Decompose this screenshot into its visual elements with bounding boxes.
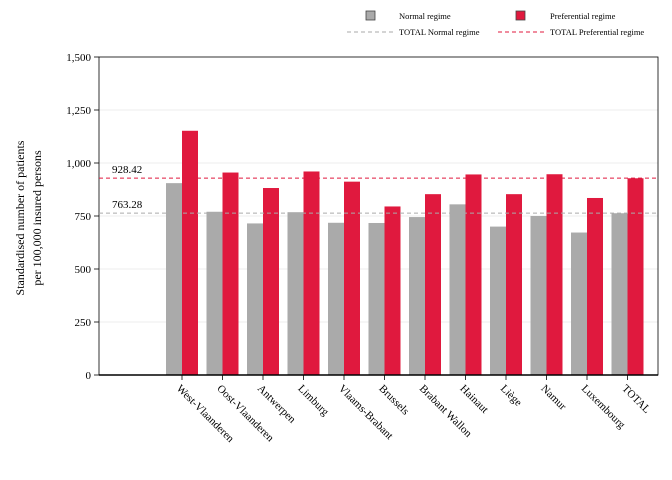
bar-preferential — [222, 172, 239, 375]
bar-normal — [530, 216, 547, 375]
x-tick-label: Limburg — [295, 383, 331, 419]
bar-normal — [247, 223, 263, 375]
bar-preferential — [587, 197, 603, 375]
bar-normal — [287, 212, 304, 375]
bar-normal — [206, 211, 223, 375]
legend-label-total-normal: TOTAL Normal regime — [399, 27, 480, 37]
x-tick-label: Brussels — [376, 383, 411, 418]
x-tick-label: TOTAL — [619, 383, 652, 416]
legend-label-total-preferential: TOTAL Preferential regime — [550, 27, 644, 37]
y-tick-label: 750 — [75, 211, 92, 223]
legend-label-preferential: Preferential regime — [550, 11, 616, 21]
bar-normal — [409, 217, 425, 375]
x-tick-label: Hainaut — [457, 383, 490, 416]
bar-normal — [611, 213, 628, 375]
bar-normal — [166, 183, 182, 375]
x-tick-label: Namur — [538, 383, 568, 413]
y-tick-label: 1,000 — [66, 158, 91, 170]
y-tick-label: 500 — [75, 264, 92, 276]
x-tick-label: Antwerpen — [255, 383, 298, 426]
bars — [166, 130, 644, 375]
bar-normal — [328, 222, 344, 375]
legend-swatch-normal — [365, 10, 376, 21]
bar-preferential — [506, 194, 522, 375]
bar-normal — [490, 226, 506, 375]
bar-preferential — [303, 171, 320, 375]
bar-preferential — [263, 188, 279, 375]
y-tick-label: 250 — [75, 317, 92, 329]
legend-swatch-preferential — [515, 10, 526, 21]
bar-normal — [449, 204, 466, 375]
bar-preferential — [344, 181, 360, 375]
y-tick-label: 1,250 — [66, 105, 91, 117]
bar-normal — [571, 232, 587, 375]
bar-preferential — [546, 174, 563, 375]
y-tick-label: 1,500 — [66, 52, 91, 64]
bar-preferential — [384, 206, 401, 375]
legend-label-normal: Normal regime — [399, 11, 451, 21]
y-axis-title-line1: Standardised number of patients — [13, 140, 27, 295]
y-tick-label: 0 — [86, 370, 92, 382]
reference-value-label: 763.28 — [112, 199, 143, 211]
bar-preferential — [425, 194, 441, 375]
bar-preferential — [182, 130, 198, 375]
bar-preferential — [465, 174, 482, 375]
x-axis: West-VlaanderenOost-VlaanderenAntwerpenL… — [174, 375, 653, 445]
legend: Normal regime Preferential regime TOTAL … — [347, 10, 644, 37]
x-tick-label: Liège — [498, 383, 524, 409]
reference-value-label: 928.42 — [112, 164, 142, 176]
bar-preferential — [627, 178, 644, 375]
reference-lines: 763.28 928.42 — [99, 164, 658, 214]
y-axis: 0 250 500 750 1,000 1,250 1,500 — [66, 52, 99, 382]
bar-normal — [368, 222, 385, 375]
y-axis-title-line2: per 100,000 insured persons — [30, 150, 44, 286]
